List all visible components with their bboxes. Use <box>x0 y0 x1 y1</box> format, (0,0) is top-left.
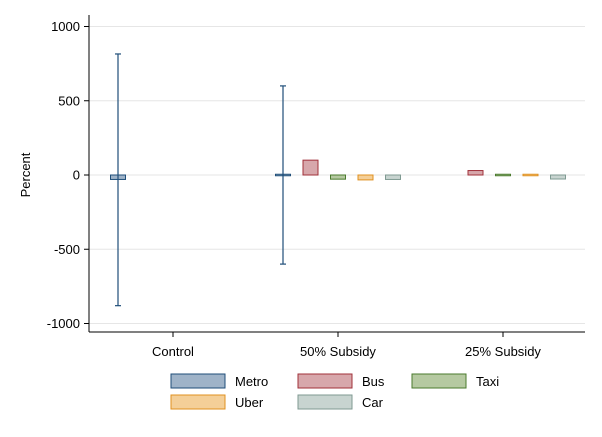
bar-car <box>550 174 566 180</box>
bar-uber <box>357 174 374 181</box>
x-tick-label: 25% Subsidy <box>465 344 541 359</box>
bars <box>110 159 566 181</box>
legend-label-uber: Uber <box>235 395 264 410</box>
x-tick-label: Control <box>152 344 194 359</box>
legend-label-metro: Metro <box>235 374 268 389</box>
legend-swatch-car <box>297 394 353 410</box>
legend-swatch-metro <box>170 373 226 389</box>
bar-uber <box>522 173 539 177</box>
bar-car <box>385 174 401 180</box>
legend-swatch-bus <box>297 373 353 389</box>
bar-taxi <box>330 174 346 180</box>
y-tick-label: 1000 <box>51 19 80 34</box>
error-bars <box>115 53 286 307</box>
legend: Metro Bus Taxi Uber Car <box>170 373 499 410</box>
y-tick-label: 500 <box>58 93 80 108</box>
legend-label-car: Car <box>362 395 384 410</box>
legend-swatch-uber <box>170 394 226 410</box>
bar-bus <box>467 170 484 176</box>
y-tick-label: 0 <box>73 168 80 183</box>
y-axis-label: Percent <box>18 152 33 197</box>
bar-bus <box>302 159 319 176</box>
x-axis: Control 50% Subsidy 25% Subsidy <box>89 331 585 359</box>
legend-label-bus: Bus <box>362 374 385 389</box>
legend-label-taxi: Taxi <box>476 374 499 389</box>
x-tick-label: 50% Subsidy <box>300 344 376 359</box>
y-tick-label: -500 <box>54 242 80 257</box>
legend-swatch-taxi <box>411 373 467 389</box>
y-axis: -1000 -500 0 500 1000 <box>47 15 90 332</box>
y-tick-label: -1000 <box>47 316 80 331</box>
bar-taxi <box>495 173 511 177</box>
